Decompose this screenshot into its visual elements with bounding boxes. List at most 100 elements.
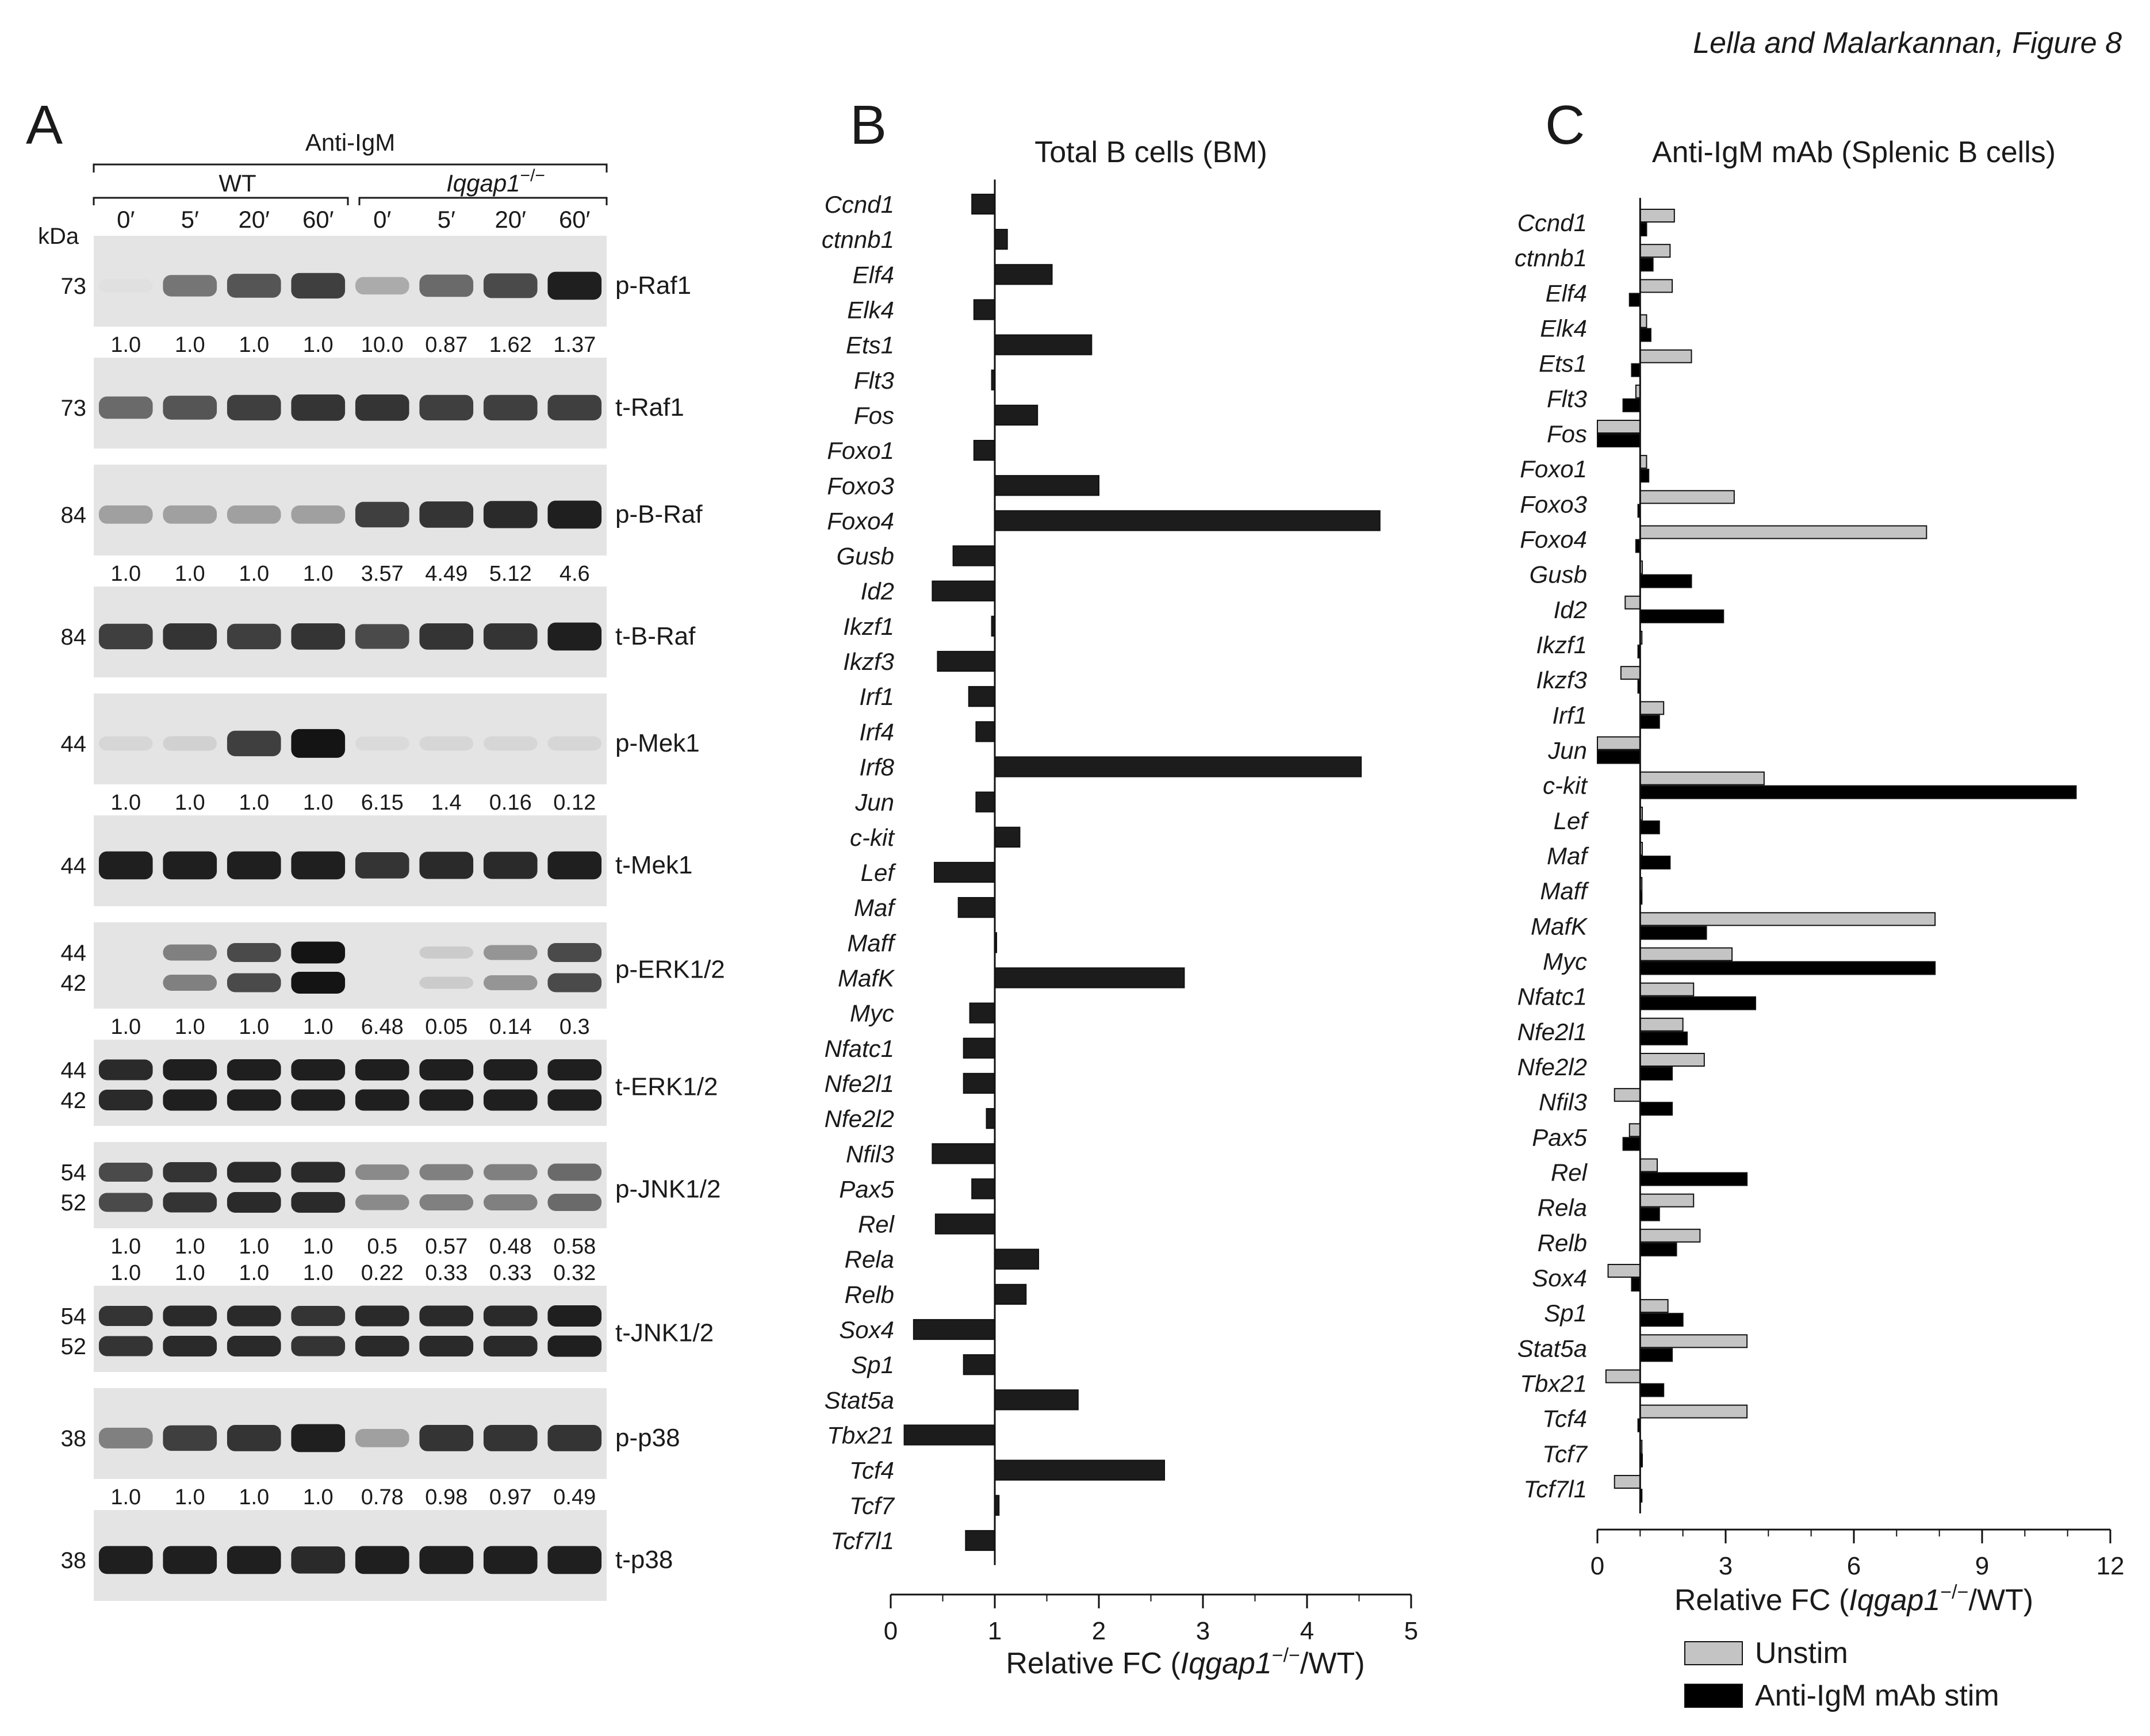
quant-value: 1.0 — [110, 333, 141, 357]
blot-band — [291, 394, 346, 421]
category-label: Tcf7 — [1542, 1440, 1588, 1467]
bar — [913, 1319, 995, 1340]
panel-c-bar-chart: C Anti-IgM mAb (Splenic B cells) Ccnd1 ctnn… — [1515, 94, 2125, 1712]
blot-band — [483, 1059, 538, 1080]
category-label: Myc — [1543, 948, 1587, 975]
bar — [1639, 455, 1647, 469]
blot-band — [547, 622, 602, 651]
category-label: ctnnb1 — [822, 226, 894, 253]
bar — [1639, 1207, 1660, 1221]
blot-band — [163, 1162, 217, 1182]
kda-marker: 54 — [61, 1160, 87, 1186]
bar — [1597, 750, 1641, 764]
category-label: c-kit — [850, 824, 895, 851]
quant-value: 1.0 — [239, 1015, 269, 1039]
category-label: Foxo1 — [1520, 455, 1587, 482]
bar — [1639, 926, 1707, 940]
blot-t-erk1-2: 44 42 t-ERK1/2 — [61, 1040, 718, 1126]
blot-band — [163, 275, 217, 297]
bar — [1639, 1348, 1673, 1362]
quant-value: 1.0 — [110, 1015, 141, 1039]
quant-value: 1.0 — [175, 791, 205, 815]
kda-marker: 38 — [61, 1548, 87, 1573]
blot-band — [355, 1429, 409, 1447]
category-label: Tcf4 — [1542, 1405, 1587, 1432]
kda-marker: 84 — [61, 503, 87, 528]
bar — [1639, 525, 1927, 539]
blot-band — [291, 729, 346, 758]
bar — [1639, 715, 1660, 729]
quant-value: 4.49 — [425, 562, 467, 586]
category-label: Ikzf1 — [1536, 631, 1587, 658]
blot-band — [163, 505, 217, 524]
category-label: Elk4 — [847, 296, 894, 323]
bar — [975, 791, 996, 813]
bar — [1639, 1299, 1669, 1313]
blot-band — [227, 1192, 281, 1213]
bar — [994, 1248, 1040, 1270]
kda-marker: 73 — [61, 274, 87, 299]
bar — [994, 967, 1185, 988]
quant-value: 1.0 — [239, 333, 269, 357]
category-label: Sp1 — [1544, 1300, 1587, 1327]
quant-value: 1.0 — [239, 1235, 269, 1259]
blot-band — [483, 1194, 538, 1210]
blot-band — [227, 1546, 281, 1574]
bar — [971, 193, 996, 215]
blot-band — [291, 1162, 346, 1183]
blot-band — [163, 1425, 217, 1451]
blot-band — [355, 277, 409, 295]
blot-band — [163, 944, 217, 961]
blot-band — [227, 623, 281, 650]
legend-swatch — [1684, 1684, 1743, 1708]
bar — [994, 1283, 1027, 1305]
quant-value: 1.0 — [110, 1485, 141, 1509]
blot-band — [355, 624, 409, 649]
category-label: Foxo4 — [827, 507, 894, 534]
x-tick-label: 3 — [1719, 1552, 1733, 1580]
category-label: Pax5 — [1532, 1124, 1587, 1151]
bar — [1628, 293, 1641, 307]
category-label: Maf — [854, 894, 896, 921]
protein-label: t-JNK1/2 — [615, 1319, 714, 1347]
x-axis-label-superscript: −/− — [1272, 1645, 1300, 1666]
wt-bracket — [93, 197, 349, 205]
blot-band — [419, 623, 474, 650]
category-label: Id2 — [1554, 596, 1587, 623]
kda-marker: 44 — [61, 1058, 87, 1083]
category-label: Maf — [1547, 842, 1589, 869]
bar — [1624, 595, 1641, 610]
category-label: Tcf7 — [849, 1492, 895, 1519]
blot-band — [547, 736, 602, 751]
blot-band — [98, 1546, 153, 1574]
blot-t-jnk1-2: 54 52 t-JNK1/2 — [61, 1286, 714, 1372]
blot-membrane — [94, 1286, 607, 1372]
bar — [1631, 1278, 1641, 1292]
timepoint-label: 5′ — [438, 206, 455, 233]
chart-title: Total B cells (BM) — [1034, 136, 1267, 169]
quant-value: 0.5 — [367, 1235, 397, 1259]
bar — [1639, 314, 1647, 328]
category-label: Jun — [1547, 737, 1587, 764]
blot-band — [98, 1336, 153, 1356]
bar — [968, 686, 995, 707]
chart-title: Anti-IgM mAb (Splenic B cells) — [1652, 136, 2056, 169]
timepoint-label: 5′ — [181, 206, 199, 233]
x-axis-label-part: /WT) — [1300, 1647, 1365, 1680]
blot-band — [483, 1305, 538, 1327]
bar — [1639, 1228, 1701, 1243]
category-label: Fos — [854, 402, 894, 429]
blot-band — [355, 736, 409, 751]
quant-value: 1.0 — [175, 1261, 205, 1285]
blot-band — [547, 1163, 602, 1181]
category-label: Sox4 — [839, 1316, 894, 1343]
quant-value: 0.78 — [361, 1485, 404, 1509]
kda-header: kDa — [38, 224, 79, 249]
blot-band — [163, 736, 217, 751]
blot-band — [547, 394, 602, 421]
category-label: Sox4 — [1532, 1264, 1587, 1292]
category-label: Nfe2l2 — [825, 1105, 894, 1132]
bar — [1639, 961, 1936, 975]
bar — [973, 439, 996, 461]
category-label: MafK — [838, 964, 895, 991]
